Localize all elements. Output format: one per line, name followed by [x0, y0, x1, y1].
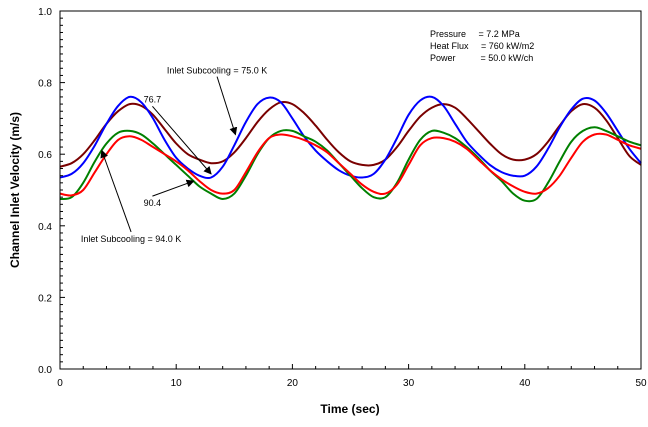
x-tick-label: 20	[287, 378, 299, 389]
conditions-info-box: Pressure = 7.2 MPa Heat Flux = 760 kW/m2…	[430, 29, 534, 63]
y-tick-label: 0.8	[38, 79, 52, 90]
annotation-label: 76.7	[144, 94, 162, 104]
x-axis-title: Time (sec)	[320, 402, 379, 416]
annotation-label: Inlet Subcooling = 75.0 K	[167, 66, 267, 76]
series-line-75-0	[59, 100, 642, 168]
y-axis-title: Channel Inlet Velocity (m/s)	[8, 112, 22, 268]
y-tick-label: 0.6	[38, 150, 52, 161]
series-layer	[59, 95, 642, 203]
annotation-arrow	[152, 105, 212, 175]
power-info: Power = 50.0 kW/ch	[430, 53, 533, 63]
x-tick-label: 10	[171, 378, 183, 389]
axis-ticks: 0 10 20 30 40 50 0.0 0.2 0.4 0.6 0.8 1.0	[38, 7, 647, 389]
annotation-arrow	[152, 179, 195, 197]
y-tick-label: 0.0	[38, 365, 52, 376]
y-tick-label: 0.4	[38, 222, 52, 233]
x-tick-label: 50	[635, 378, 647, 389]
x-tick-label: 40	[519, 378, 531, 389]
series-line-94-0	[59, 132, 642, 197]
annotations: Inlet Subcooling = 75.0 K 76.7 90.4 Inlet S…	[81, 66, 267, 244]
x-tick-label: 0	[57, 378, 63, 389]
x-tick-label: 30	[403, 378, 415, 389]
annotation-arrow	[100, 149, 132, 233]
heat-flux-info: Heat Flux = 760 kW/m2	[430, 41, 534, 51]
series-line-90-4	[59, 126, 642, 203]
y-tick-label: 0.2	[38, 293, 52, 304]
pressure-info: Pressure = 7.2 MPa	[430, 29, 520, 39]
annotation-label: 90.4	[144, 198, 162, 208]
annotation-arrow	[216, 76, 238, 136]
plot-area-frame	[59, 10, 642, 370]
y-tick-label: 1.0	[38, 7, 52, 18]
annotation-label: Inlet Subcooling = 94.0 K	[81, 234, 181, 244]
